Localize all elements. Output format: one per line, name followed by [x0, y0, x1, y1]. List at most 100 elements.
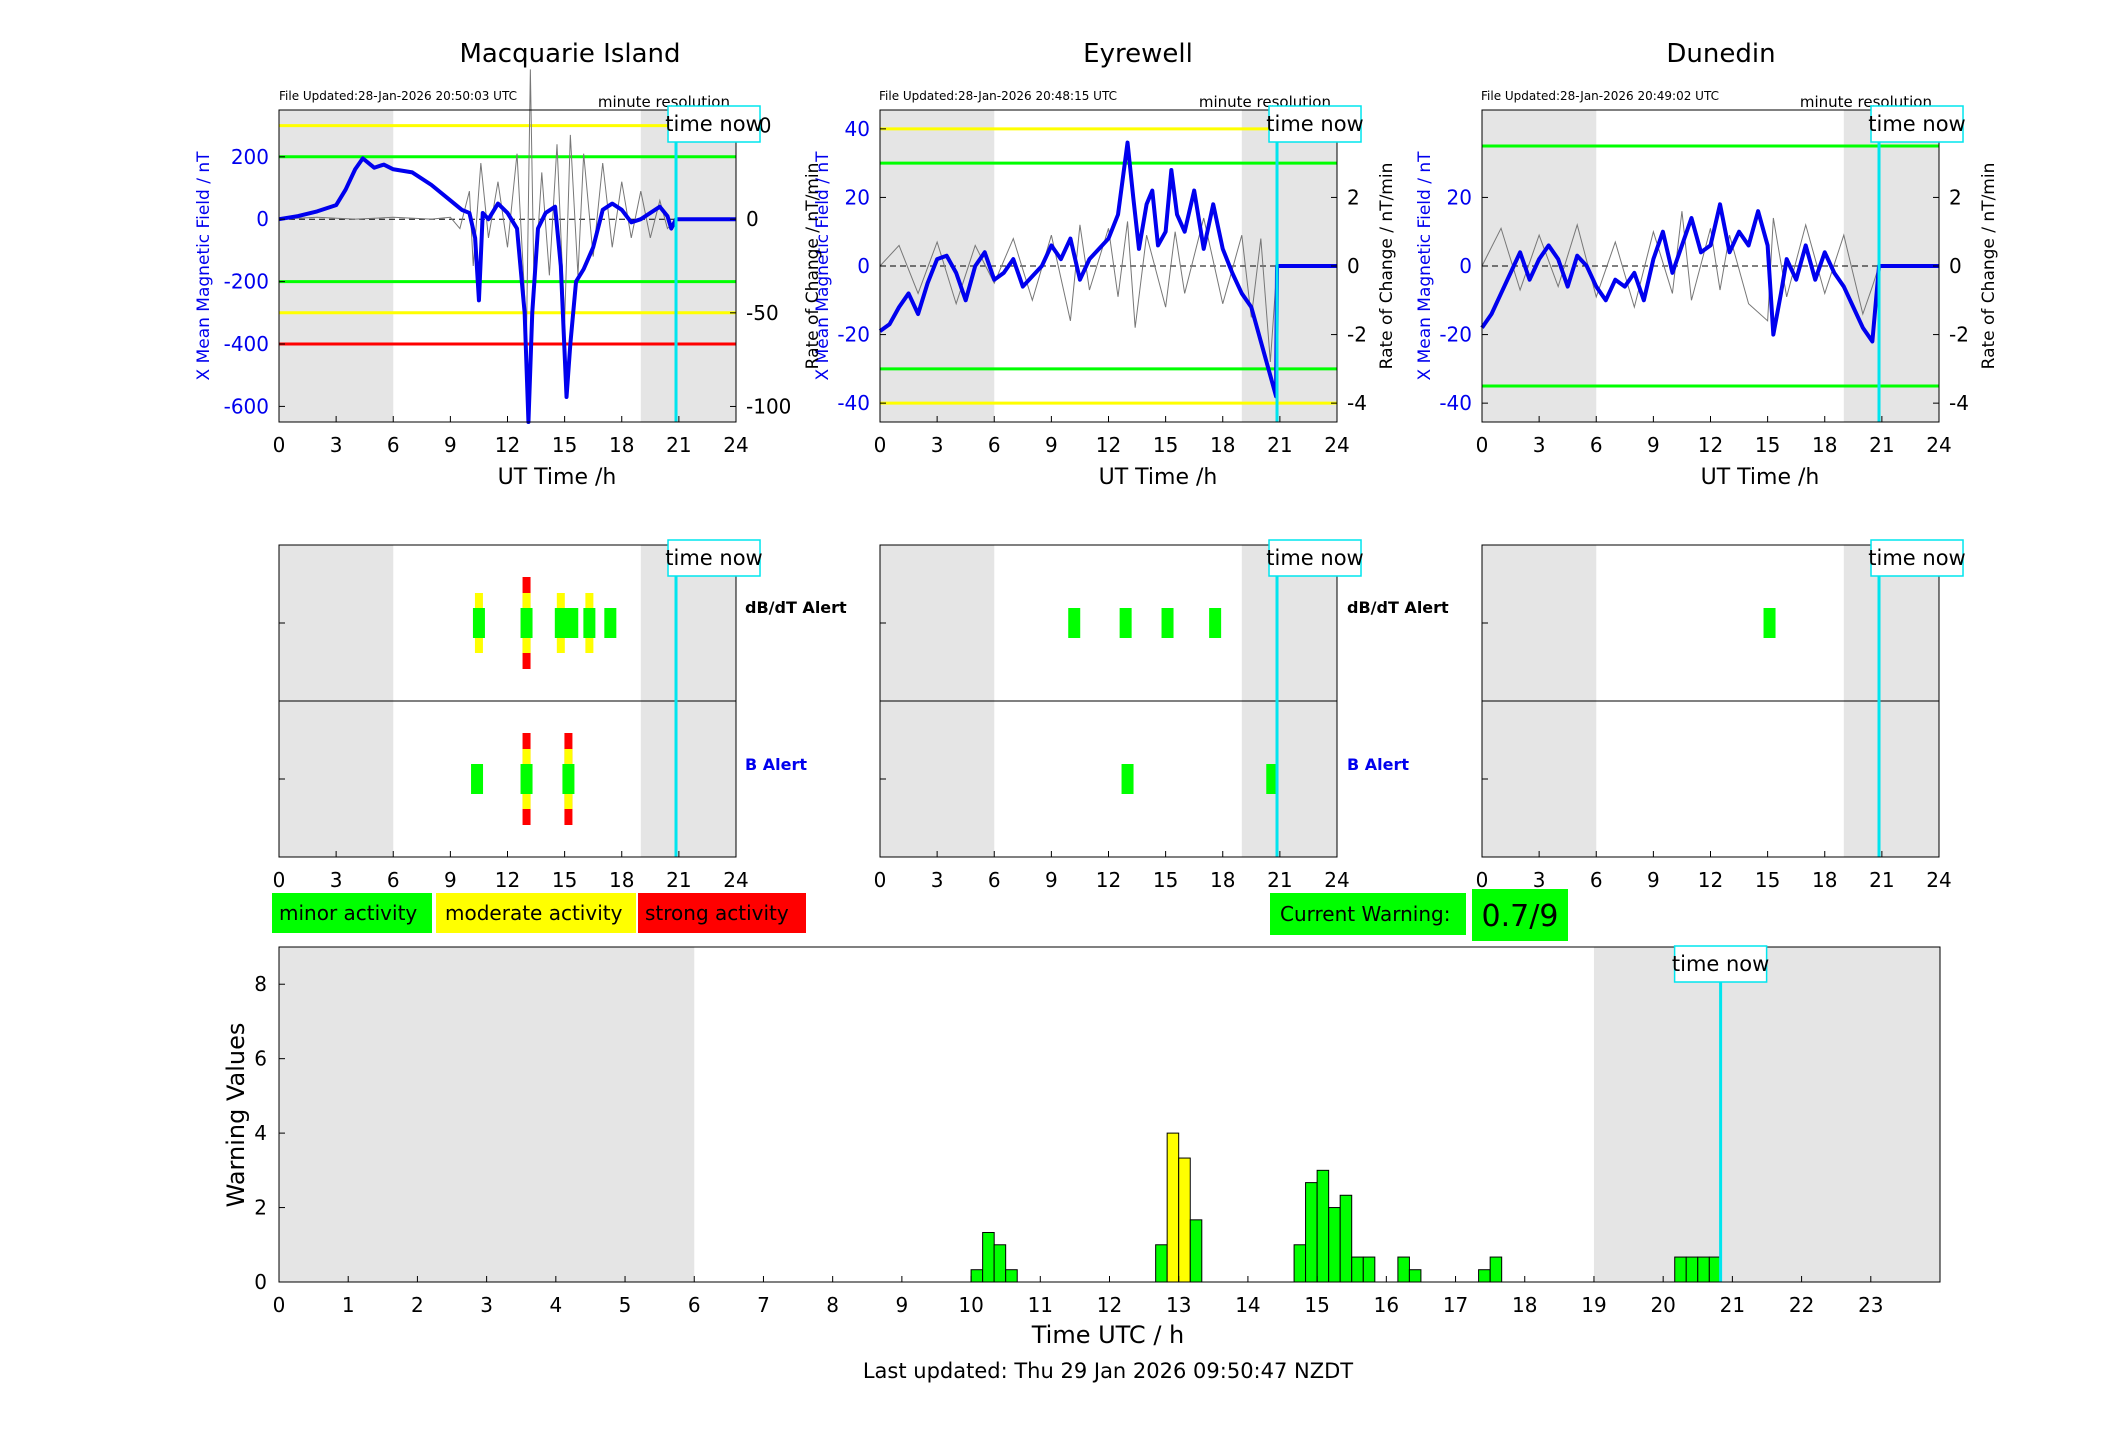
warning-bar-1 [982, 1231, 995, 1283]
alert1-time-now-text: time now [1266, 546, 1363, 570]
panel0-y2tick-label: -100 [746, 394, 791, 418]
panel2-y2tick-label: 0 [1949, 254, 1962, 278]
current-warning-label-box [1270, 893, 1466, 935]
panel1-time-now-box [1268, 105, 1362, 143]
alert2-xtick-label: 0 [1476, 868, 1489, 892]
warning-ytick-label: 4 [254, 1121, 267, 1145]
warning-bar-16 [1408, 1269, 1422, 1283]
panel0-xtick-label: 15 [552, 433, 577, 457]
warning-ytick-label: 0 [254, 1270, 267, 1294]
file-updated-dunedin: File Updated:28-Jan-2026 20:49:02 UTC [1481, 89, 1719, 103]
panel1-xtick-label: 24 [1324, 433, 1349, 457]
warning-xtick-label: 6 [688, 1293, 701, 1317]
panel0-time-now-text: time now [665, 112, 762, 136]
panel0-x-mean-field-series [278, 156, 736, 424]
panel1-y2tick-label: 0 [1347, 254, 1360, 278]
alert1-xtick-label: 0 [874, 868, 887, 892]
panel2-ytick-label: -40 [1439, 391, 1472, 415]
warning-bar-8 [1293, 1244, 1307, 1283]
alert2-xtick-label: 12 [1698, 868, 1723, 892]
alert1-xtick-label: 6 [988, 868, 1001, 892]
file-updated-eyrewell: File Updated:28-Jan-2026 20:48:15 UTC [879, 89, 1117, 103]
b-alert-label-eyrewell: B Alert [1347, 755, 1409, 774]
alert0-b-alert-1-minor [520, 764, 533, 794]
alert0-xtick-label: 9 [444, 868, 457, 892]
alert1-time-now-box [1268, 539, 1362, 577]
panel2-time-now-box [1870, 105, 1964, 143]
warning-bar-19 [1674, 1256, 1687, 1283]
legend-minor-swatch [272, 893, 432, 933]
warning-bar-15 [1397, 1256, 1410, 1283]
warning-bar-12 [1339, 1194, 1353, 1283]
alert0-dbdt-alert-2-minor [554, 608, 567, 638]
panel2-time-now-text: time now [1868, 112, 1965, 136]
panel2-xtick-label: 15 [1755, 433, 1780, 457]
alert0-dbdt-alert-4-minor [583, 608, 596, 638]
warning-bar-4 [1155, 1244, 1168, 1283]
warning-xtick-label: 17 [1443, 1293, 1468, 1317]
panel1-xtick-label: 15 [1153, 433, 1178, 457]
alert0-b-alert-2-minor [562, 764, 575, 794]
panel2-xtick-label: 9 [1647, 433, 1660, 457]
panel1-ytick-label: 40 [845, 117, 870, 141]
alert0-dbdt-alert-3-minor [566, 608, 579, 638]
plot-layer: 03691215182124-600-400-2000200-100-50050… [224, 69, 1969, 1317]
warning-xtick-label: 2 [411, 1293, 424, 1317]
alert0-xtick-label: 12 [495, 868, 520, 892]
warning-time-now-text: time now [1672, 952, 1769, 976]
panel2-xtick-label: 3 [1533, 433, 1546, 457]
panel0-night-shade-0 [279, 110, 394, 422]
legend-strong-label: strong activity [645, 901, 789, 925]
panel1-time-now-text: time now [1266, 112, 1363, 136]
alert1-dbdt-alert-0-minor [1068, 608, 1081, 638]
ylabel-field-eyrewell: X Mean Magnetic Field / nT [813, 151, 833, 381]
panel0-ytick-label: -400 [224, 332, 269, 356]
legend-strong-swatch [638, 893, 806, 933]
warning-bar-10 [1316, 1169, 1330, 1283]
legend-minor-label: minor activity [279, 901, 417, 925]
b-alert-label-macquarie: B Alert [745, 755, 807, 774]
file-updated-macquarie: File Updated:28-Jan-2026 20:50:03 UTC [279, 89, 517, 103]
panel1-xtick-label: 12 [1096, 433, 1121, 457]
alert1-xtick-label: 9 [1045, 868, 1058, 892]
warning-bar-6 [1178, 1157, 1191, 1283]
alert1-xtick-label: 24 [1324, 868, 1349, 892]
panel0-xtick-label: 21 [666, 433, 691, 457]
alert1-dbdt-alert-1-minor [1119, 608, 1132, 638]
panel0-ytick-label: 200 [231, 145, 269, 169]
panel2-night-shade-0 [1482, 110, 1597, 422]
warning-bar-13 [1351, 1256, 1364, 1283]
alert2-time-now-text: time now [1868, 546, 1965, 570]
warning-xtick-label: 4 [549, 1293, 562, 1317]
warning-xtick-label: 18 [1512, 1293, 1537, 1317]
warning-xtick-label: 8 [826, 1293, 839, 1317]
panel0-night-shade-1 [640, 110, 736, 422]
panel0-xtick-label: 6 [387, 433, 400, 457]
warning-xtick-label: 3 [480, 1293, 493, 1317]
warning-bar-21 [1697, 1256, 1710, 1283]
xlabel-eyrewell: UT Time /h [1099, 465, 1218, 490]
panel1-y2tick-label: 2 [1347, 185, 1360, 209]
alert0-xtick-label: 0 [273, 868, 286, 892]
current-warning-value-box [1472, 889, 1568, 941]
legend-moderate-swatch [436, 893, 636, 933]
alert0-b-alert-0-minor [471, 764, 484, 794]
xlabel-macquarie: UT Time /h [498, 465, 617, 490]
panel1-xtick-label: 9 [1045, 433, 1058, 457]
panel0-time-now-box [667, 105, 761, 143]
warning-bar-0 [970, 1269, 984, 1283]
panel2-xtick-label: 24 [1926, 433, 1951, 457]
warning-bar-11 [1328, 1207, 1341, 1283]
alert1-xtick-label: 18 [1210, 868, 1235, 892]
warning-xtick-label: 7 [757, 1293, 770, 1317]
warning-xtick-label: 9 [896, 1293, 909, 1317]
alert0-xtick-label: 21 [666, 868, 691, 892]
alert1-b-alert-1-minor [1266, 764, 1279, 794]
panel1-xtick-label: 0 [874, 433, 887, 457]
panel2-xtick-label: 0 [1476, 433, 1489, 457]
panel0-ytick-label: 0 [256, 207, 269, 231]
dbdt-alert-label-macquarie: dB/dT Alert [745, 598, 847, 617]
warning-xtick-label: 5 [619, 1293, 632, 1317]
xlabel-time-utc: Time UTC / h [1031, 1321, 1185, 1349]
panel2-ytick-label: -20 [1439, 323, 1472, 347]
